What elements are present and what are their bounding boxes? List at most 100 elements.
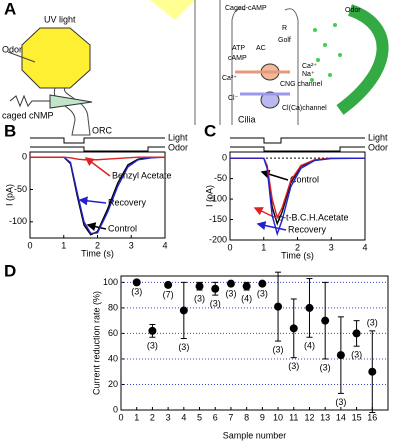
n-label: (3) bbox=[257, 288, 268, 298]
trace bbox=[30, 156, 166, 235]
point bbox=[195, 282, 204, 291]
y-axis-label: Current reduction rate (%) bbox=[91, 291, 101, 395]
x-tick-label: 10 bbox=[273, 412, 283, 422]
panel-label: B bbox=[4, 121, 16, 140]
panel-label: D bbox=[4, 261, 16, 280]
y-tick-label: 80 bbox=[108, 302, 118, 312]
label: R bbox=[282, 25, 287, 32]
point bbox=[164, 280, 173, 289]
x-tick-label: 6 bbox=[213, 412, 218, 422]
trace bbox=[230, 157, 365, 220]
n-label: (3) bbox=[131, 286, 142, 296]
light-trace bbox=[230, 137, 365, 144]
legend-label: Control bbox=[108, 223, 137, 233]
n-label: (3) bbox=[367, 317, 378, 327]
n-label: (3) bbox=[288, 361, 299, 371]
point bbox=[242, 282, 251, 291]
point bbox=[211, 284, 220, 293]
x-axis-label: Time (s) bbox=[281, 250, 314, 260]
label: Cilia bbox=[238, 114, 256, 124]
label: cAMP bbox=[228, 55, 247, 62]
uv-octagon bbox=[21, 27, 91, 89]
n-label: (3) bbox=[273, 344, 284, 354]
odor-dots bbox=[310, 23, 342, 82]
n-label: (3) bbox=[178, 342, 189, 352]
light-trace bbox=[30, 137, 165, 144]
y-axis-label: I (pA) bbox=[4, 184, 14, 206]
y-tick-label: 60 bbox=[108, 328, 118, 338]
x-tick-label: 11 bbox=[289, 412, 298, 422]
label: Caged-cAMP bbox=[225, 5, 267, 12]
x-tick-label: 4 bbox=[362, 242, 367, 252]
plot-frame bbox=[120, 275, 389, 411]
n-label: (3) bbox=[194, 293, 205, 303]
trace bbox=[230, 157, 366, 237]
cilia-wall bbox=[194, 0, 221, 125]
n-label: (4) bbox=[241, 293, 252, 303]
label: Odor bbox=[2, 44, 22, 54]
diagram: UV light Odor caged cNMP ORC Caged-cAMP … bbox=[2, 0, 389, 136]
x-tick-label: 1 bbox=[261, 242, 266, 252]
membrane bbox=[231, 8, 299, 125]
point bbox=[258, 279, 267, 288]
y-tick-label: 0 bbox=[22, 152, 27, 162]
n-label: (3) bbox=[320, 362, 331, 372]
x-tick-label: 7 bbox=[228, 412, 233, 422]
point bbox=[226, 279, 235, 288]
point bbox=[179, 306, 188, 315]
x-tick-label: 1 bbox=[61, 240, 66, 250]
x-tick-label: 16 bbox=[367, 412, 377, 422]
point bbox=[352, 329, 361, 338]
x-tick-label: 12 bbox=[304, 412, 314, 422]
x-tick-label: 9 bbox=[260, 412, 265, 422]
n-label: (4) bbox=[304, 341, 315, 351]
y-tick-label: 0 bbox=[222, 153, 227, 163]
y-tick-label: -100 bbox=[209, 193, 227, 203]
label: Golf bbox=[278, 37, 291, 44]
y-tick-label: -200 bbox=[209, 234, 227, 244]
n-label: (3) bbox=[351, 350, 362, 360]
n-label: (3) bbox=[225, 288, 236, 298]
x-tick-label: 0 bbox=[118, 412, 123, 422]
odor-trace bbox=[30, 146, 165, 152]
stimulus-label: Light bbox=[368, 132, 388, 142]
stimulus-label: Odor bbox=[368, 142, 388, 152]
legend-label: Recovery bbox=[108, 197, 147, 207]
pipette bbox=[7, 51, 36, 63]
x-tick-label: 8 bbox=[244, 412, 249, 422]
legend-label: o-t-B.C.H.Acetate bbox=[278, 212, 349, 222]
label: caged cNMP bbox=[2, 110, 54, 120]
x-axis-label: Sample number bbox=[223, 430, 287, 440]
panel-label: A bbox=[4, 0, 16, 18]
x-tick-label: 3 bbox=[129, 240, 134, 250]
resistor bbox=[9, 94, 50, 108]
y-tick-label: 0 bbox=[113, 404, 118, 414]
x-tick-label: 2 bbox=[95, 240, 100, 250]
label: Ca²⁺ bbox=[302, 63, 317, 70]
annotation-arrow bbox=[78, 196, 107, 206]
plot-frame bbox=[29, 151, 166, 239]
y-tick-label: 40 bbox=[108, 353, 118, 363]
x-tick-label: 0 bbox=[227, 242, 232, 252]
label: ORC bbox=[92, 125, 113, 135]
stimulus-label: Odor bbox=[168, 142, 188, 152]
label: AC bbox=[256, 45, 266, 52]
y-tick-label: 100 bbox=[103, 277, 118, 287]
label: Ca²⁺ bbox=[222, 75, 237, 82]
point bbox=[132, 278, 141, 287]
n-label: (3) bbox=[335, 397, 346, 407]
point bbox=[289, 324, 298, 333]
odor-arrow bbox=[336, 4, 389, 115]
legend-label: Recovery bbox=[288, 224, 327, 234]
x-tick-label: 0 bbox=[27, 240, 32, 250]
label: Na⁺ bbox=[302, 71, 315, 78]
trace bbox=[30, 156, 165, 236]
y-tick-label: 20 bbox=[108, 379, 118, 389]
label: UV light bbox=[44, 14, 76, 24]
n-label: (3) bbox=[147, 341, 158, 351]
x-tick-label: 2 bbox=[295, 242, 300, 252]
label: Odor bbox=[345, 7, 361, 14]
cell-outline bbox=[53, 87, 91, 136]
